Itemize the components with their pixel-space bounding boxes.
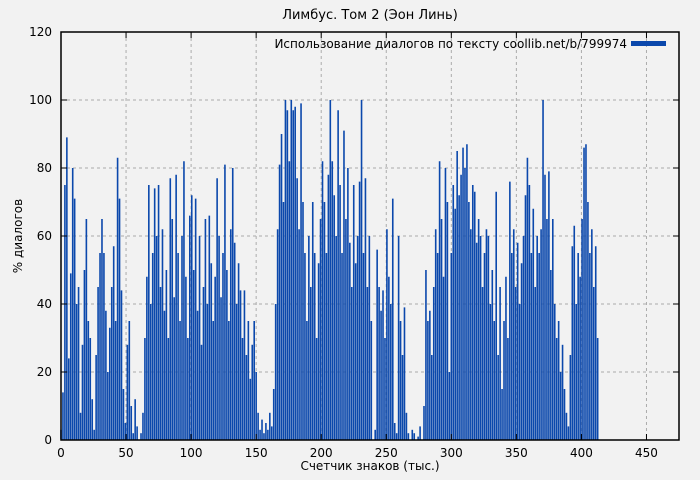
y-tick-label: 100 <box>29 93 52 107</box>
y-tick-label: 60 <box>37 229 52 243</box>
x-tick-label: 50 <box>118 446 133 460</box>
x-tick-label: 150 <box>245 446 268 460</box>
chart-title: Лимбус. Том 2 (Эон Линь) <box>282 8 458 23</box>
x-tick-label: 250 <box>375 446 398 460</box>
x-tick-label: 350 <box>505 446 528 460</box>
x-tick-label: 400 <box>570 446 593 460</box>
x-tick-label: 450 <box>635 446 658 460</box>
y-tick-label: 120 <box>29 25 52 39</box>
y-tick-label: 20 <box>37 365 52 379</box>
y-tick-label: 40 <box>37 297 52 311</box>
legend-label: Использование диалогов по тексту coollib… <box>274 37 627 51</box>
y-axis-label-text: % диалогов <box>11 198 25 274</box>
x-tick-label: 0 <box>57 446 65 460</box>
x-tick-label: 100 <box>180 446 203 460</box>
legend-line-swatch <box>631 41 666 46</box>
x-axis-label: Счетчик знаков (тыс.) <box>300 459 440 473</box>
y-tick-label: 80 <box>37 161 52 175</box>
x-tick-label: 200 <box>310 446 333 460</box>
x-tick-label: 300 <box>440 446 463 460</box>
y-tick-label: 0 <box>44 433 52 447</box>
